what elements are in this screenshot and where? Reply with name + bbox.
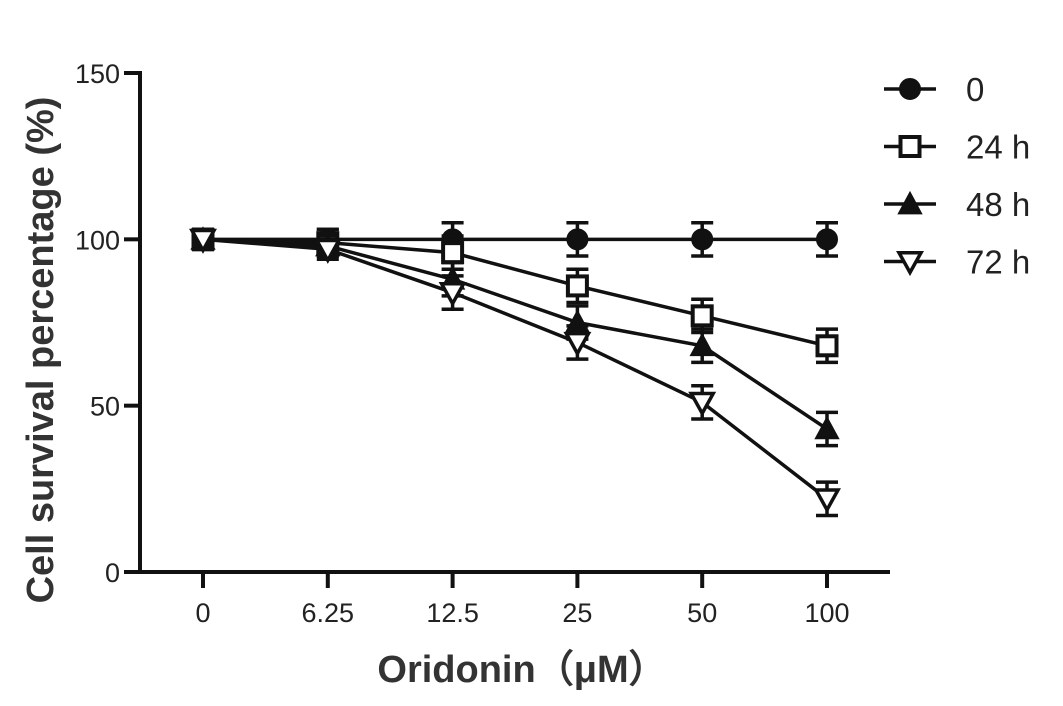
legend-label: 24 h: [966, 129, 1030, 166]
series-line-3: [202, 237, 828, 431]
x-tick-label: 25: [562, 598, 592, 628]
data-point: [565, 274, 589, 298]
data-point: [816, 228, 838, 251]
y-tick-label: 100: [75, 225, 120, 255]
legend-marker: [896, 250, 924, 277]
legend-item: 72 h: [884, 244, 1030, 281]
y-axis-title: Cell survival percentage (%): [20, 97, 62, 604]
data-point: [688, 391, 717, 417]
legend-item: 48 h: [884, 186, 1030, 223]
series-4: [189, 227, 841, 518]
legend: 0 24 h 48 h 72 h: [884, 71, 1030, 281]
series-1: [192, 220, 838, 258]
x-tick-label: 6.25: [302, 598, 355, 628]
y-tick-label: 150: [75, 59, 120, 89]
legend-item: 0: [884, 71, 984, 108]
data-point: [815, 334, 839, 358]
legend-marker: [897, 190, 923, 215]
series-line-2: [202, 237, 828, 348]
legend-marker: [899, 78, 921, 100]
y-axis-ticks: 0 50 100 150: [75, 59, 140, 588]
x-tick-label: 12.5: [426, 598, 479, 628]
y-tick-label: 0: [105, 558, 120, 588]
data-point: [814, 415, 840, 440]
data-point: [691, 228, 714, 251]
data-point: [189, 228, 217, 254]
legend-item: 24 h: [884, 129, 1030, 166]
chart-axes: [138, 71, 890, 574]
x-tick-label: 0: [195, 598, 210, 628]
x-tick-label: 50: [687, 598, 717, 628]
data-point: [441, 241, 465, 265]
x-tick-label: 100: [804, 598, 849, 628]
legend-label: 72 h: [966, 244, 1030, 281]
x-axis-ticks: 0 6.25 12.5 25 50 100: [195, 572, 850, 628]
series-3: [190, 226, 840, 448]
data-point: [438, 282, 467, 308]
x-axis-title: Oridonin（μM）: [377, 649, 666, 691]
series-line-4: [202, 237, 829, 501]
legend-label: 48 h: [966, 186, 1030, 223]
data-point: [313, 238, 342, 264]
data-point: [566, 228, 589, 251]
data-point: [563, 331, 592, 358]
data-point: [813, 488, 841, 514]
series-layer: [189, 220, 841, 518]
legend-label: 0: [966, 71, 984, 108]
y-tick-label: 50: [90, 392, 120, 422]
series-2: [191, 227, 839, 365]
data-point: [690, 304, 714, 328]
data-point: [689, 332, 715, 357]
legend-marker: [898, 135, 922, 158]
